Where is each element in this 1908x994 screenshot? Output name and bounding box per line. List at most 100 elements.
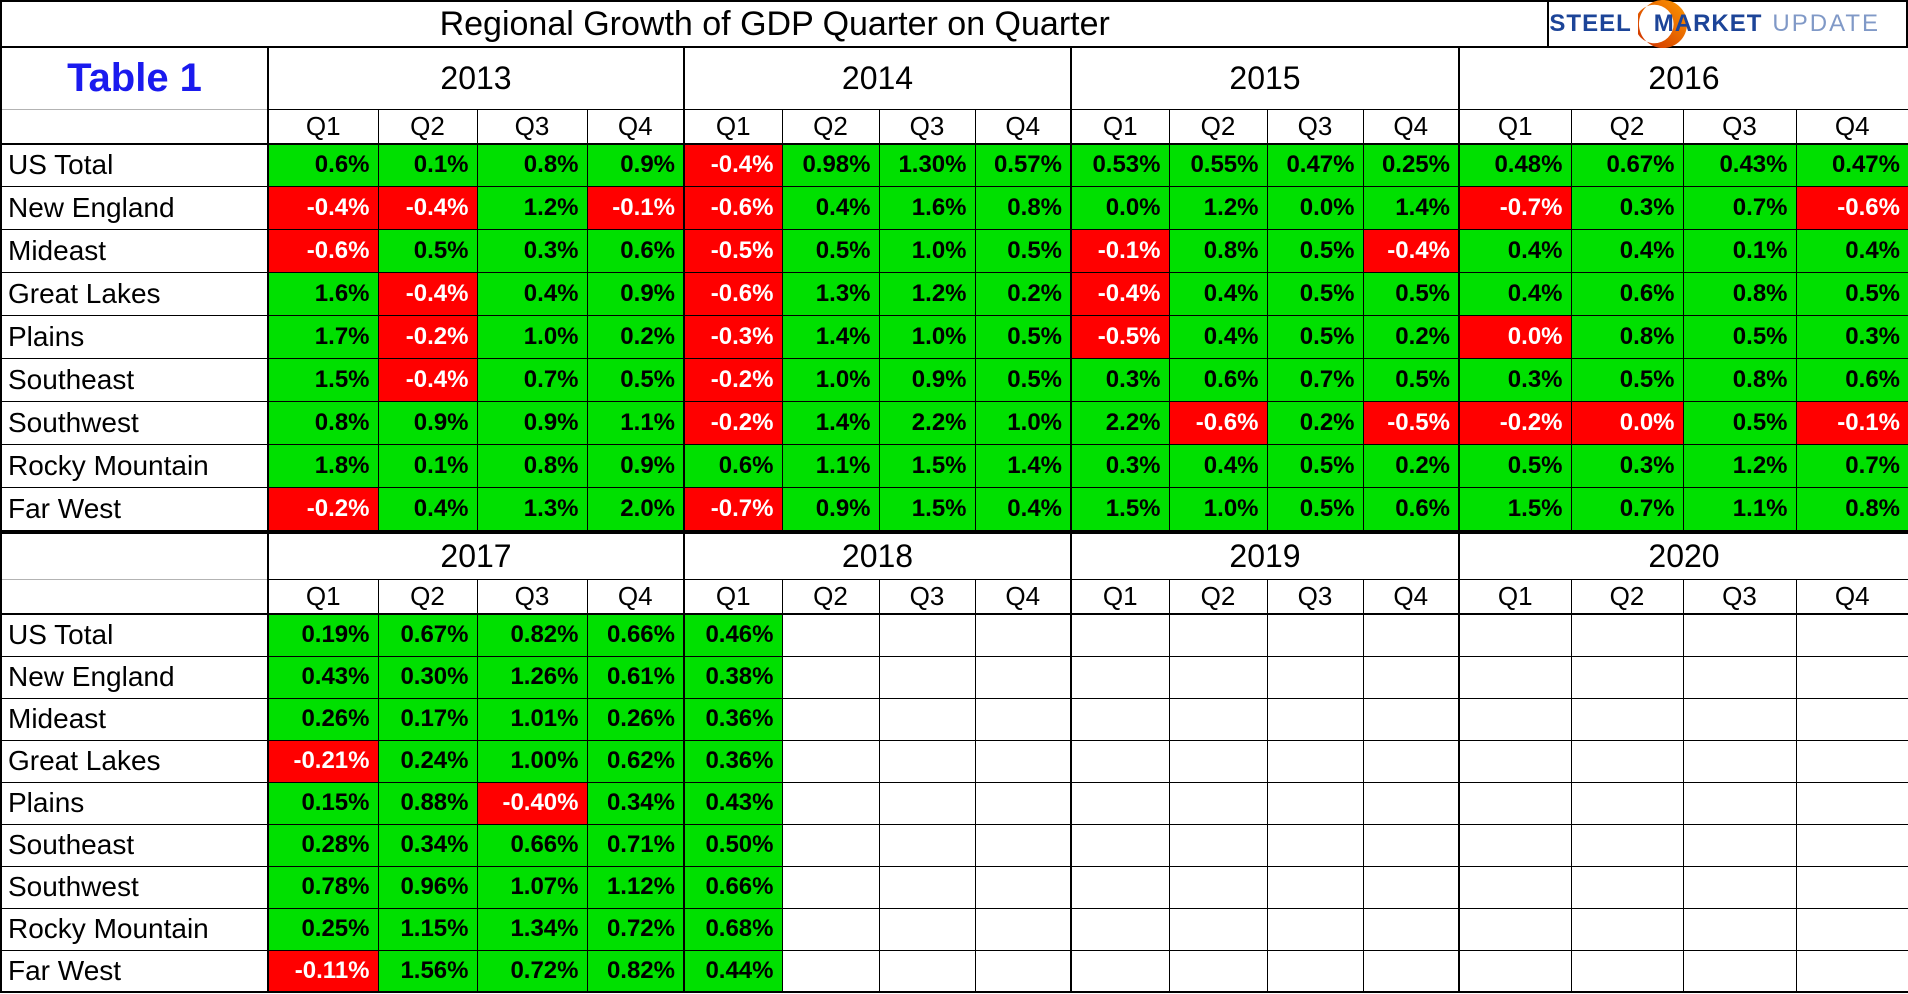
empty-cell bbox=[1795, 823, 1908, 867]
logo-market-text: MARKET bbox=[1653, 10, 1763, 37]
region-label: Mideast bbox=[0, 229, 269, 273]
value-cell: 0.43% bbox=[683, 781, 783, 825]
empty-cell bbox=[1070, 949, 1170, 993]
value-cell: 0.7% bbox=[1570, 487, 1684, 531]
table-row-southeast: Southeast 1.5% -0.4% 0.7% 0.5% -0.2% 1.0% 0.9% 0… bbox=[0, 358, 1908, 402]
value-cell: 1.26% bbox=[476, 655, 588, 699]
value-cell: 0.55% bbox=[1168, 143, 1268, 187]
empty-cell bbox=[1458, 781, 1572, 825]
value-cell: 0.43% bbox=[1682, 143, 1797, 187]
quarter-header: Q1 bbox=[1070, 108, 1170, 145]
empty-cell bbox=[1070, 613, 1170, 657]
value-cell: 0.4% bbox=[974, 487, 1072, 531]
quarter-header: Q4 bbox=[974, 108, 1072, 145]
empty-cell bbox=[1458, 697, 1572, 741]
empty-cell bbox=[1070, 697, 1170, 741]
value-cell: -0.1% bbox=[586, 186, 685, 230]
empty-cell bbox=[1795, 613, 1908, 657]
table-row-us-total: US Total 0.19% 0.67% 0.82% 0.66% 0.46% bbox=[0, 613, 1908, 657]
value-cell: 1.2% bbox=[1168, 186, 1268, 230]
value-cell: 1.30% bbox=[878, 143, 976, 187]
smu-swoosh-icon bbox=[1637, 0, 1687, 49]
value-cell: 0.9% bbox=[878, 358, 976, 402]
value-cell: 1.3% bbox=[781, 272, 880, 316]
quarter-header: Q3 bbox=[1266, 579, 1364, 615]
empty-cell bbox=[781, 697, 880, 741]
value-cell: 0.3% bbox=[1570, 186, 1684, 230]
value-cell: 0.78% bbox=[267, 865, 379, 909]
value-cell: 0.7% bbox=[1682, 186, 1797, 230]
value-cell: 0.3% bbox=[1070, 358, 1170, 402]
empty-cell bbox=[1266, 823, 1364, 867]
value-cell: 0.3% bbox=[1570, 444, 1684, 488]
value-cell: -0.4% bbox=[1362, 229, 1460, 273]
value-cell: 0.6% bbox=[683, 444, 783, 488]
quarter-header: Q4 bbox=[1362, 108, 1460, 145]
value-cell: 0.9% bbox=[781, 487, 880, 531]
value-cell: -0.11% bbox=[267, 949, 379, 993]
empty-cell bbox=[781, 949, 880, 993]
empty-cell bbox=[1458, 865, 1572, 909]
region-label: US Total bbox=[0, 143, 269, 187]
gdp-table-2017-2020: 2017 2018 2019 2020 Q1 Q2 Q3 Q4 Q1 Q2 Q3 Q4 Q1 Q2 Q3 Q4… bbox=[0, 531, 1908, 993]
value-cell: -0.2% bbox=[1458, 401, 1572, 445]
region-label: Rocky Mountain bbox=[0, 907, 269, 951]
empty-cell bbox=[1362, 613, 1460, 657]
value-cell: -0.6% bbox=[683, 272, 783, 316]
value-cell: 0.2% bbox=[974, 272, 1072, 316]
value-cell: 0.8% bbox=[476, 143, 588, 187]
value-cell: 0.6% bbox=[586, 229, 685, 273]
value-cell: 0.66% bbox=[586, 613, 685, 657]
value-cell: 0.72% bbox=[476, 949, 588, 993]
value-cell: 0.6% bbox=[1570, 272, 1684, 316]
value-cell: 0.4% bbox=[1458, 229, 1572, 273]
empty-cell bbox=[1682, 613, 1797, 657]
value-cell: 0.44% bbox=[683, 949, 783, 993]
empty-cell bbox=[1266, 907, 1364, 951]
empty-cell bbox=[1570, 697, 1684, 741]
empty-cell bbox=[1570, 739, 1684, 783]
empty-cell bbox=[1570, 655, 1684, 699]
value-cell: 1.4% bbox=[781, 315, 880, 359]
year-header-2016: 2016 bbox=[1458, 46, 1908, 110]
empty-cell bbox=[878, 823, 976, 867]
region-label: Great Lakes bbox=[0, 739, 269, 783]
year-header-row: Table 1 2013 2014 2015 2016 bbox=[0, 46, 1908, 110]
quarter-header: Q3 bbox=[1682, 108, 1797, 145]
empty-cell bbox=[1795, 907, 1908, 951]
value-cell: -0.7% bbox=[683, 487, 783, 531]
value-cell: 1.0% bbox=[878, 229, 976, 273]
value-cell: 0.4% bbox=[476, 272, 588, 316]
empty-cell bbox=[1570, 949, 1684, 993]
value-cell: 2.0% bbox=[586, 487, 685, 531]
value-cell: 1.00% bbox=[476, 739, 588, 783]
value-cell: 0.96% bbox=[377, 865, 478, 909]
value-cell: 0.5% bbox=[1362, 358, 1460, 402]
year-header-2018: 2018 bbox=[683, 532, 1072, 580]
region-label: Southeast bbox=[0, 823, 269, 867]
empty-cell bbox=[1266, 781, 1364, 825]
empty-cell bbox=[1570, 865, 1684, 909]
empty-cell bbox=[1168, 739, 1268, 783]
value-cell: 0.5% bbox=[377, 229, 478, 273]
value-cell: 0.98% bbox=[781, 143, 880, 187]
value-cell: 1.0% bbox=[781, 358, 880, 402]
value-cell: 0.72% bbox=[586, 907, 685, 951]
corner-cell bbox=[0, 108, 269, 145]
empty-cell bbox=[878, 865, 976, 909]
quarter-header: Q3 bbox=[476, 108, 588, 145]
region-label: Southwest bbox=[0, 865, 269, 909]
value-cell: 0.7% bbox=[476, 358, 588, 402]
quarter-header: Q3 bbox=[1266, 108, 1364, 145]
empty-cell bbox=[1168, 655, 1268, 699]
value-cell: 1.07% bbox=[476, 865, 588, 909]
quarter-header: Q1 bbox=[683, 579, 783, 615]
quarter-header: Q2 bbox=[377, 579, 478, 615]
region-label: US Total bbox=[0, 613, 269, 657]
value-cell: 0.4% bbox=[1570, 229, 1684, 273]
value-cell: 0.68% bbox=[683, 907, 783, 951]
value-cell: 0.8% bbox=[1682, 358, 1797, 402]
value-cell: -0.6% bbox=[267, 229, 379, 273]
quarter-header: Q3 bbox=[878, 108, 976, 145]
table-row-far-west: Far West -0.11% 1.56% 0.72% 0.82% 0.44% bbox=[0, 949, 1908, 993]
